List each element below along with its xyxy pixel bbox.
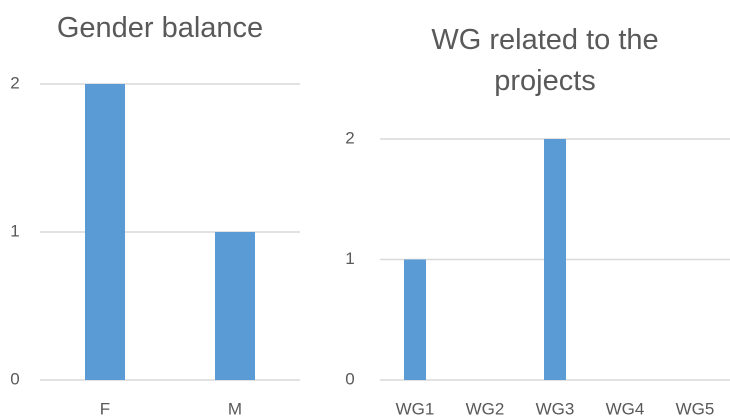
x-tick-label: WG2 bbox=[466, 399, 505, 418]
bar bbox=[85, 84, 125, 380]
x-tick-label: WG5 bbox=[676, 399, 715, 418]
y-tick-label: 0 bbox=[10, 369, 19, 388]
chart-title: Gender balance bbox=[56, 12, 264, 44]
y-tick-label: 2 bbox=[345, 128, 354, 147]
bar bbox=[215, 232, 255, 380]
chart-title: WG related to the projects bbox=[431, 24, 659, 97]
x-tick-label: WG3 bbox=[536, 399, 575, 418]
bar bbox=[404, 259, 426, 380]
y-tick-label: 1 bbox=[345, 249, 354, 268]
bar bbox=[544, 139, 566, 380]
x-tick-label: WG4 bbox=[606, 399, 645, 418]
x-tick-label: F bbox=[100, 399, 110, 418]
x-tick-label: M bbox=[228, 399, 242, 418]
y-tick-label: 2 bbox=[10, 73, 19, 92]
y-tick-label: 0 bbox=[345, 369, 354, 388]
x-tick-label: WG1 bbox=[396, 399, 435, 418]
y-tick-label: 1 bbox=[10, 221, 19, 240]
